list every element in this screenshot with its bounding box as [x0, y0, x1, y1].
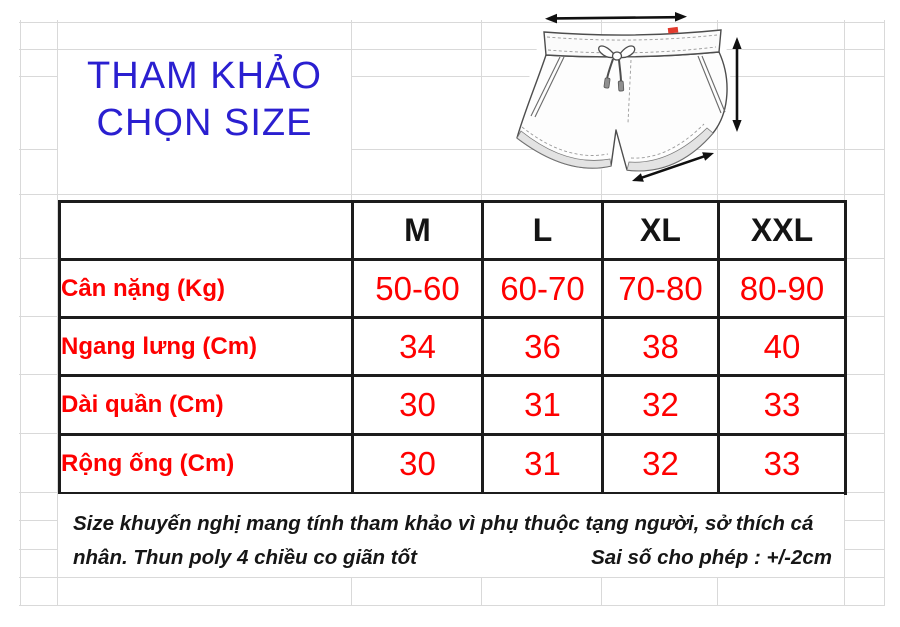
- cell-value: 36: [481, 316, 604, 377]
- grid-line: [19, 149, 885, 150]
- waist-width-arrow: [545, 12, 687, 24]
- header-size-xl: XL: [601, 200, 720, 261]
- grid-line: [19, 605, 885, 606]
- drawstring-cord-right: [618, 59, 622, 83]
- cord-aglet-right: [617, 80, 625, 92]
- cell-value: 30: [351, 433, 484, 495]
- cell-value: 31: [481, 433, 604, 495]
- table-row-length: Dài quần (Cm) 30 31 32 33: [58, 374, 847, 436]
- grid-line: [57, 20, 58, 606]
- right-pocket-line: [701, 55, 726, 113]
- table-row-waist: Ngang lưng (Cm) 34 36 38 40: [58, 316, 847, 377]
- right-pocket-line2: [697, 55, 722, 114]
- table-row-weight: Cân nặng (Kg) 50-60 60-70 70-80 80-90: [58, 258, 847, 319]
- grid-line: [19, 22, 885, 23]
- grid-line: [19, 76, 885, 77]
- waistband-tag: [667, 26, 679, 34]
- cell-value: 30: [351, 374, 484, 436]
- left-pocket-line2: [534, 56, 565, 118]
- leg-opening-arrow: [632, 152, 714, 182]
- cell-value: 40: [717, 316, 847, 377]
- drawstring-knot: [611, 51, 623, 61]
- cell-value: 80-90: [717, 258, 847, 319]
- length-arrow: [732, 37, 742, 132]
- sheet-title: THAM KHẢO CHỌN SIZE: [58, 50, 351, 150]
- cell-value: 32: [601, 433, 720, 495]
- shorts-illustration: [516, 12, 742, 182]
- right-hem-cuff: [626, 127, 714, 172]
- table-row-leg-opening: Rộng ống (Cm) 30 31 32 33: [58, 433, 847, 495]
- cell-value: 38: [601, 316, 720, 377]
- header-size-xxl: XXL: [717, 200, 847, 261]
- right-hem-stitch: [630, 123, 705, 159]
- size-note: Size khuyến nghị mang tính tham khảo vì …: [58, 494, 844, 577]
- row-label: Rộng ống (Cm): [58, 433, 354, 495]
- grid-line: [20, 20, 21, 606]
- note-line2-left: nhân. Thun poly 4 chiều co giãn tốt: [73, 546, 417, 569]
- note-line2: nhân. Thun poly 4 chiều co giãn tốt Sai …: [73, 546, 832, 570]
- drawstring-left-loop: [598, 45, 618, 59]
- grid-line: [884, 20, 885, 606]
- left-pocket-line: [530, 56, 561, 117]
- size-table-header-row: M L XL XXL: [58, 200, 847, 261]
- row-label: Ngang lưng (Cm): [58, 316, 354, 377]
- row-label: Cân nặng (Kg): [58, 258, 354, 319]
- grid-line: [19, 49, 885, 50]
- drawstring-right-loop: [616, 45, 636, 59]
- cell-value: 70-80: [601, 258, 720, 319]
- sheet-title-line1: THAM KHẢO: [87, 55, 322, 97]
- cell-value: 33: [717, 374, 847, 436]
- cell-value: 34: [351, 316, 484, 377]
- size-table: M L XL XXL Cân nặng (Kg) 50-60 60-70 70-…: [58, 200, 847, 495]
- row-label: Dài quần (Cm): [58, 374, 354, 436]
- cell-value: 50-60: [351, 258, 484, 319]
- cell-value: 33: [717, 433, 847, 495]
- header-size-m: M: [351, 200, 484, 261]
- cell-value: 32: [601, 374, 720, 436]
- left-hem-stitch: [521, 126, 609, 156]
- cell-value: 31: [481, 374, 604, 436]
- drawstring-cord-left: [606, 58, 614, 80]
- header-size-l: L: [481, 200, 604, 261]
- note-tolerance: Sai số cho phép : +/-2cm: [591, 546, 832, 569]
- waistband: [543, 29, 722, 58]
- header-empty-cell: [58, 200, 354, 261]
- left-hem-cuff: [516, 130, 612, 169]
- grid-line: [19, 577, 885, 578]
- cord-aglet-left: [603, 77, 611, 89]
- grid-line: [19, 194, 885, 195]
- sheet-title-line2: CHỌN SIZE: [96, 102, 313, 144]
- cell-value: 60-70: [481, 258, 604, 319]
- note-line1: Size khuyến nghị mang tính tham khảo vì …: [73, 512, 814, 535]
